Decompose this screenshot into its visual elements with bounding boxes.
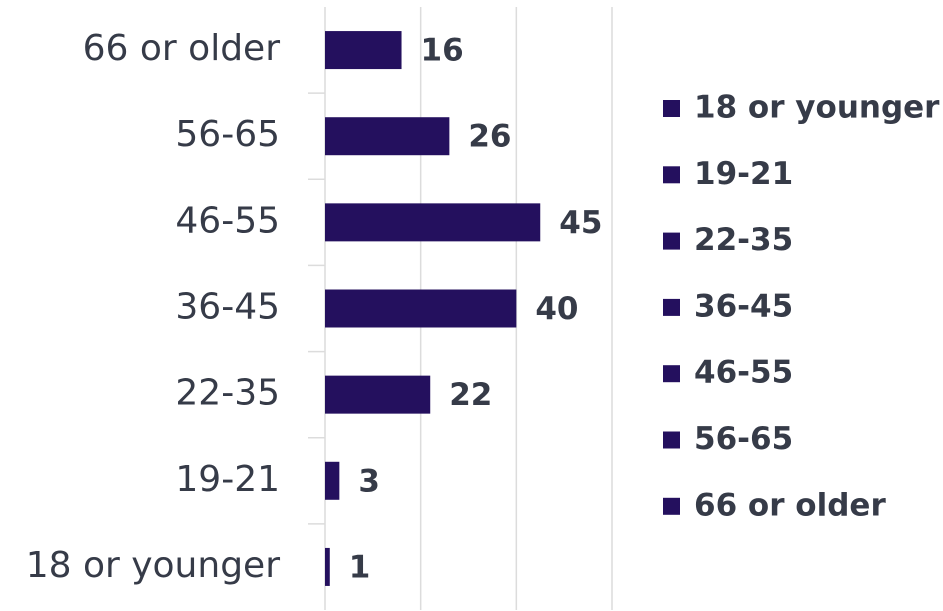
value-label: 1 xyxy=(349,549,371,585)
legend-label: 46-55 xyxy=(694,355,793,391)
legend-swatch xyxy=(663,431,680,449)
value-label: 16 xyxy=(421,33,464,69)
legend-label: 56-65 xyxy=(694,421,793,457)
value-label: 26 xyxy=(468,119,511,155)
legend-swatch xyxy=(663,166,680,184)
bar xyxy=(325,375,431,414)
y-tick-label: 19-21 xyxy=(175,459,280,500)
y-tick-label: 18 or younger xyxy=(26,545,280,586)
legend-swatch xyxy=(663,100,680,117)
legend-swatch xyxy=(663,365,680,383)
y-tick-label: 22-35 xyxy=(175,373,280,414)
legend-label: 36-45 xyxy=(694,288,793,324)
y-tick-label: 36-45 xyxy=(175,287,280,328)
y-tick-label: 56-65 xyxy=(175,114,280,155)
legend-swatch xyxy=(663,298,680,316)
bar xyxy=(325,289,517,328)
value-label: 22 xyxy=(449,377,492,413)
value-label: 3 xyxy=(358,463,380,499)
bar xyxy=(325,117,450,156)
value-label: 45 xyxy=(559,205,602,241)
bar xyxy=(325,31,402,70)
legend-label: 66 or older xyxy=(694,487,886,523)
legend-label: 18 or younger xyxy=(694,90,940,126)
legend-label: 19-21 xyxy=(694,156,793,192)
value-label: 40 xyxy=(535,291,578,327)
y-tick-label: 66 or older xyxy=(83,28,281,69)
legend-label: 22-35 xyxy=(694,222,793,258)
bar xyxy=(325,547,330,586)
legend-swatch xyxy=(663,232,680,250)
y-tick-label: 46-55 xyxy=(175,200,280,241)
bar xyxy=(325,461,340,500)
bar xyxy=(325,203,541,242)
legend-swatch xyxy=(663,497,680,515)
